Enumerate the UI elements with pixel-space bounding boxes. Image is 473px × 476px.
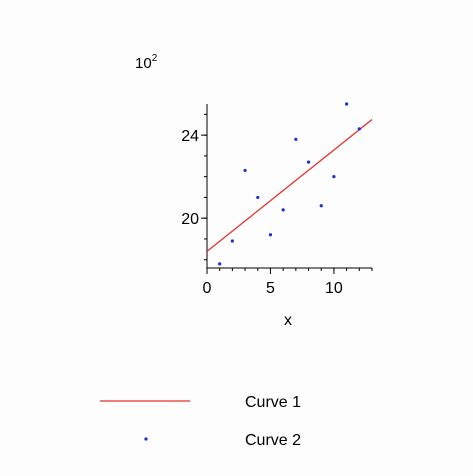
legend: Curve 1 Curve 2 xyxy=(100,394,301,449)
y-tick-label: 20 xyxy=(181,211,199,228)
curve-2-point xyxy=(345,102,349,106)
curve-2-point xyxy=(218,262,222,266)
labels-layer: 102 x xyxy=(135,53,292,329)
curve-2-point xyxy=(256,195,260,200)
curve-2-point xyxy=(319,204,323,208)
y-multiplier-exponent: 2 xyxy=(152,53,158,64)
x-axis-label: x xyxy=(284,312,292,329)
x-tick-label: 10 xyxy=(325,280,343,297)
curve-2-point xyxy=(230,239,234,243)
y-tick-label: 24 xyxy=(181,128,199,145)
curve-2-point xyxy=(281,208,285,212)
legend-label-curve-1: Curve 1 xyxy=(245,394,301,411)
series-layer xyxy=(206,102,373,266)
curve-2-point xyxy=(294,137,298,141)
legend-label-curve-2: Curve 2 xyxy=(245,432,301,449)
curve-1-line xyxy=(206,119,373,252)
y-multiplier-base: 10 xyxy=(135,55,152,72)
y-axis-multiplier: 102 xyxy=(135,53,158,72)
curve-2-point xyxy=(357,127,361,131)
curve-2-point xyxy=(306,160,311,164)
legend-point-swatch xyxy=(144,437,148,441)
curve-2-point xyxy=(243,168,247,173)
axes: 0 5 10 20 24 xyxy=(181,104,373,297)
x-tick-label: 5 xyxy=(266,280,275,297)
curve-2-point xyxy=(268,233,273,237)
curve-2-point xyxy=(332,175,336,179)
x-tick-label: 0 xyxy=(203,280,212,297)
